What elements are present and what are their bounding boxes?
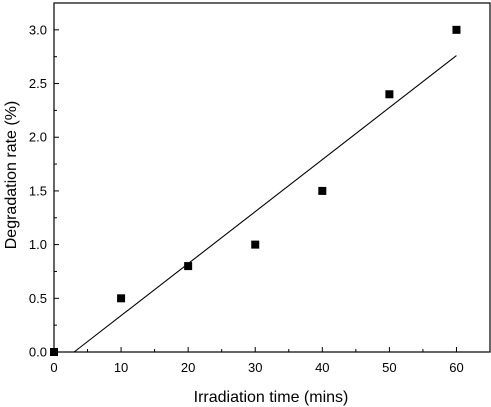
x-tick-label: 30 — [248, 360, 262, 375]
x-tick-label: 10 — [114, 360, 128, 375]
y-axis-title: Degradation rate (%) — [3, 101, 20, 250]
x-tick-label: 40 — [315, 360, 329, 375]
y-tick-label: 0.5 — [29, 291, 47, 306]
axes: 0 10 20 30 40 50 60 0.0 0.5 1.0 1.5 2.0 2.5 3.0 — [29, 2, 491, 375]
x-tick-label: 50 — [382, 360, 396, 375]
x-tick-label: 20 — [181, 360, 195, 375]
y-tick-label: 3.0 — [29, 22, 47, 37]
data-point — [385, 90, 394, 99]
y-tick-label: 2.0 — [29, 130, 47, 145]
data-point — [184, 262, 193, 271]
y-tick-label: 1.5 — [29, 183, 47, 198]
data-points — [50, 25, 461, 356]
data-point — [452, 25, 461, 34]
data-point — [251, 240, 260, 249]
y-tick-label: 1.0 — [29, 237, 47, 252]
fit-line — [73, 55, 457, 353]
y-tick-label: 0.0 — [29, 345, 47, 360]
data-point — [50, 348, 58, 356]
fit-line-group — [73, 55, 457, 353]
x-tick-label: 60 — [449, 360, 463, 375]
x-axis-title: Irradiation time (mins) — [194, 389, 349, 406]
data-point — [117, 294, 126, 303]
data-point — [318, 186, 327, 195]
x-tick-label: 0 — [50, 360, 57, 375]
y-tick-label: 2.5 — [29, 76, 47, 91]
plot-frame — [53, 2, 491, 353]
